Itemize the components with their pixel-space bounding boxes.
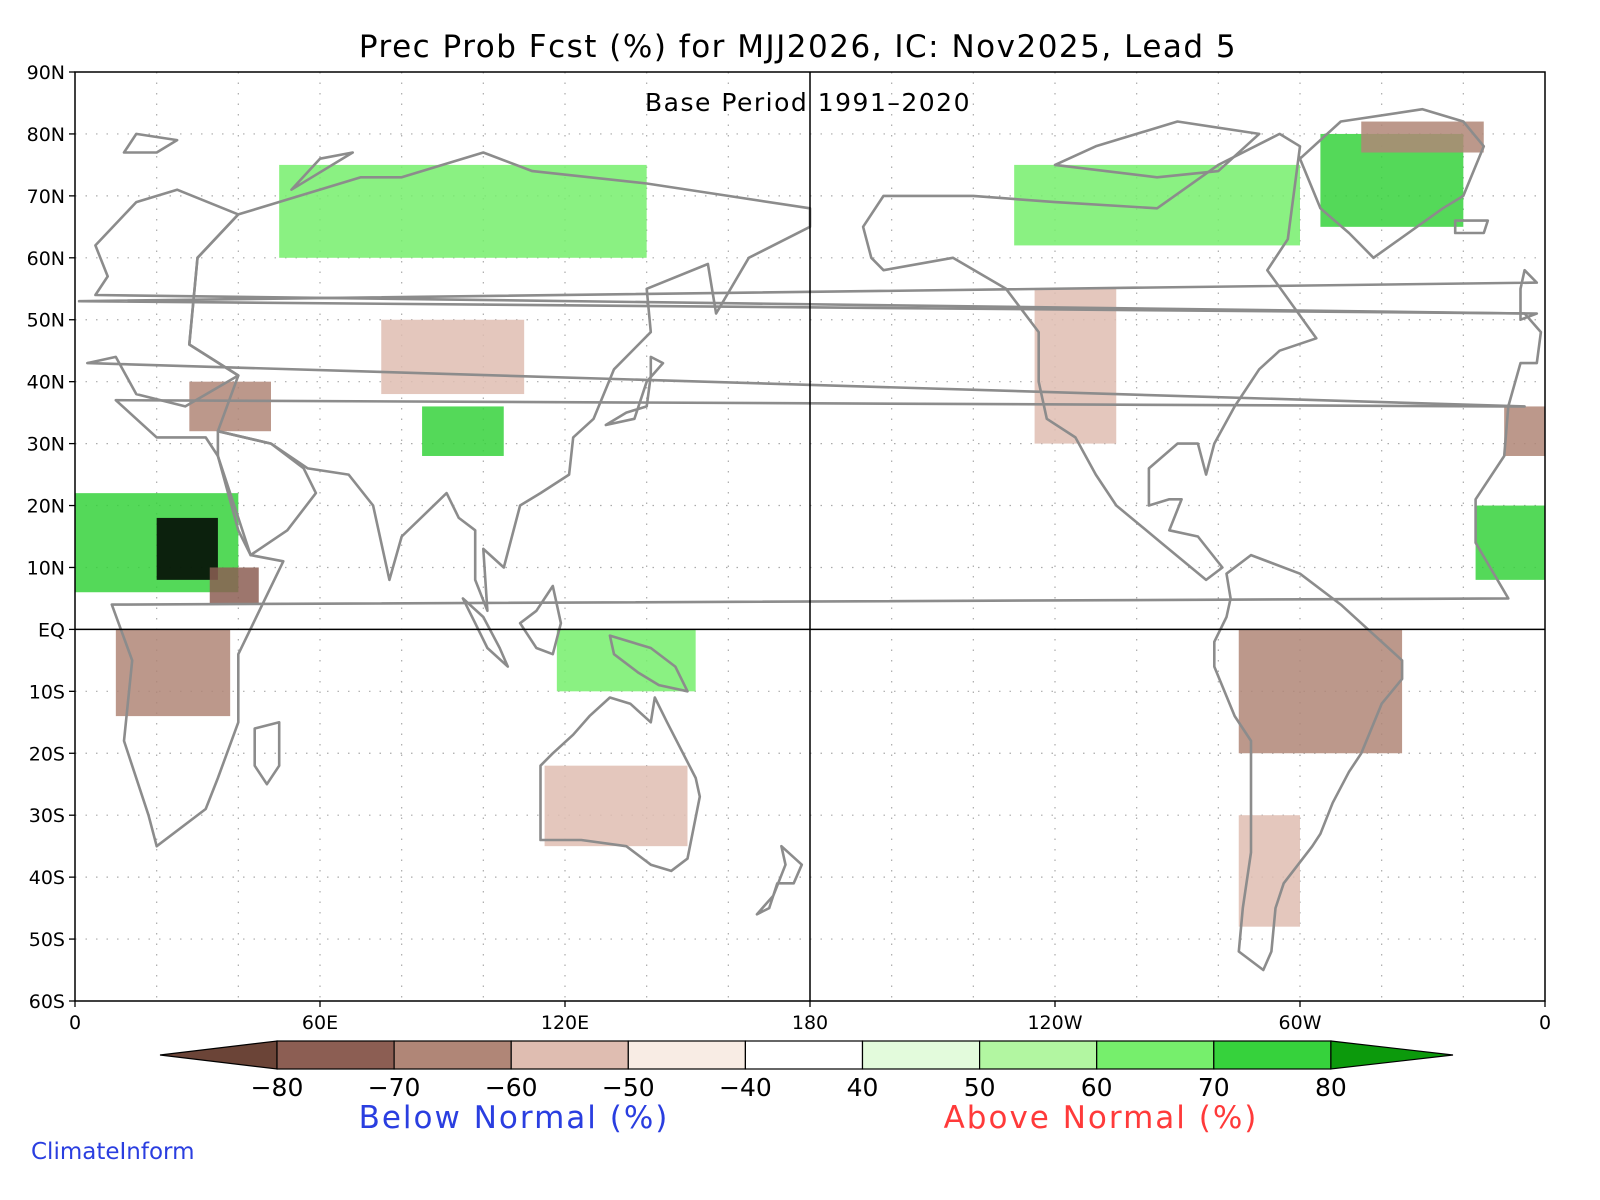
coastline-japan [604, 355, 665, 427]
coastline-europe [86, 188, 1543, 408]
anomaly-field [75, 121, 1545, 927]
anomaly-region-northwest-africa [1504, 406, 1545, 456]
colorbar-tick-label: −60 [485, 1073, 538, 1102]
anomaly-region-siberia-north [279, 164, 647, 258]
lon-tick-label: 60E [302, 1012, 338, 1034]
lat-tick-label: 10S [29, 681, 65, 703]
colorbar-tick-label: −70 [368, 1073, 421, 1102]
anomaly-region-west-africa-west [1475, 505, 1545, 580]
coastline-new-zealand [755, 844, 804, 916]
colorbar-bin [510, 1040, 629, 1070]
colorbar-bin [744, 1040, 864, 1070]
lon-tick-label: 0 [69, 1012, 81, 1034]
lat-tick-label: 80N [27, 124, 65, 146]
map-subtitle: Base Period 1991–2020 [645, 88, 971, 117]
anomaly-region-amazon-brazil [1238, 629, 1403, 754]
lat-tick-label: 30N [27, 434, 65, 456]
lon-tick-label: 180 [792, 1012, 828, 1034]
lat-tick-label: 30S [29, 805, 65, 827]
below-normal-label: Below Normal (%) [359, 1100, 670, 1136]
colorbar-tick-label: −50 [602, 1073, 655, 1102]
lat-tick-label: 20S [29, 743, 65, 765]
colorbar [159, 1040, 1454, 1070]
anomaly-region-australia-interior [544, 765, 688, 847]
colorbar-tick-label: 40 [847, 1073, 879, 1102]
coastline-iceland [1453, 219, 1490, 235]
lat-tick-label: 90N [27, 62, 65, 84]
lat-tick-label: 40S [29, 867, 65, 889]
anomaly-region-central-asia [381, 319, 525, 395]
credit-label: ClimateInform [31, 1139, 195, 1165]
lat-tick-label: 60S [29, 991, 65, 1013]
anomaly-region-horn-of-africa [209, 567, 259, 605]
latitude-axis: 90N 80N 70N 60N 50N 40N 30N 20N 10N EQ 10S 20S 30S 40… [27, 62, 75, 1013]
coastline-madagascar [253, 721, 281, 786]
coastline-borneo [518, 584, 563, 656]
anomaly-region-maritime-continent [556, 629, 696, 692]
reference-lines [75, 72, 1545, 1001]
coastline-australia [539, 696, 702, 873]
anomaly-region-western-north-america [1034, 288, 1117, 444]
colorbar-low-arrow [159, 1040, 278, 1070]
anomaly-region-central-sahel-core [156, 517, 218, 580]
map-title: Prec Prob Fcst (%) for MJJ2026, IC: Nov2… [359, 29, 1237, 65]
colorbar-bin [627, 1040, 746, 1070]
map-plot-area [74, 71, 1546, 1002]
lon-tick-label: 0 [1539, 1012, 1551, 1034]
lat-tick-label: 50S [29, 929, 65, 951]
colorbar-tick-label: −40 [719, 1073, 772, 1102]
coastlines [77, 107, 1543, 972]
coastline-greenland [1298, 107, 1486, 260]
coastline-south-america [1213, 553, 1404, 972]
coastline-asia [188, 151, 812, 613]
colorbar-bin [978, 1040, 1098, 1070]
coastline-svalbard [122, 132, 179, 154]
colorbar-tick-label: 80 [1315, 1073, 1347, 1102]
coastline-uk [77, 268, 1539, 321]
lat-tick-label: 60N [27, 248, 65, 270]
lat-tick-label: 40N [27, 372, 65, 394]
colorbar-tick-labels: −80 −70 −60 −50 −40 40 50 60 70 80 [251, 1073, 1347, 1102]
lat-tick-label: 10N [27, 557, 65, 579]
colorbar-bin [1096, 1040, 1215, 1070]
coastline-new-guinea [608, 634, 689, 693]
colorbar-tick-label: −80 [251, 1073, 304, 1102]
coastline-novaya-zemlya [290, 151, 354, 191]
anomaly-region-middle-east [189, 381, 271, 432]
colorbar-tick-label: 60 [1081, 1073, 1113, 1102]
colorbar-bin [276, 1040, 395, 1070]
coastline-north-america [861, 132, 1318, 582]
lat-tick-label: 50N [27, 310, 65, 332]
lat-tick-label: 70N [27, 186, 65, 208]
coastline-canadian-archipelago [1053, 120, 1261, 179]
lat-tick-label: EQ [38, 619, 65, 641]
colorbar-bin [1213, 1040, 1332, 1070]
colorbar-bin [393, 1040, 512, 1070]
colorbar-tick-label: 70 [1198, 1073, 1230, 1102]
lat-tick-label: 20N [27, 496, 65, 518]
longitude-axis: 0 60E 120E 180 120W 60W 0 [69, 1001, 1551, 1034]
colorbar-bin [861, 1040, 981, 1070]
lon-tick-label: 60W [1279, 1012, 1322, 1034]
coastline-sumatra [461, 597, 510, 668]
colorbar-tick-label: 50 [964, 1073, 996, 1102]
coastline-africa [110, 398, 1510, 848]
anomaly-region-tibet [422, 406, 504, 456]
colorbar-high-arrow [1330, 1040, 1454, 1070]
anomaly-region-southern-africa [115, 629, 231, 717]
lon-tick-label: 120W [1027, 1012, 1082, 1034]
above-normal-label: Above Normal (%) [944, 1100, 1259, 1136]
lon-tick-label: 120E [541, 1012, 589, 1034]
anomaly-region-greenland-northeast [1361, 121, 1484, 153]
